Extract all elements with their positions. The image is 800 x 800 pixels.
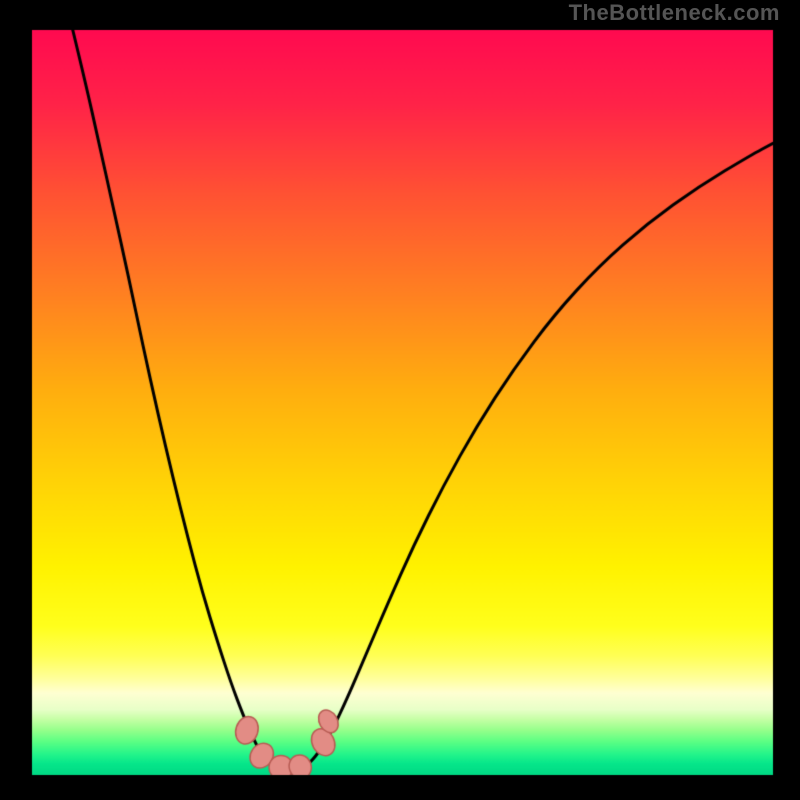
bottleneck-chart-canvas: [0, 0, 800, 800]
watermark-text: TheBottleneck.com: [569, 0, 780, 26]
